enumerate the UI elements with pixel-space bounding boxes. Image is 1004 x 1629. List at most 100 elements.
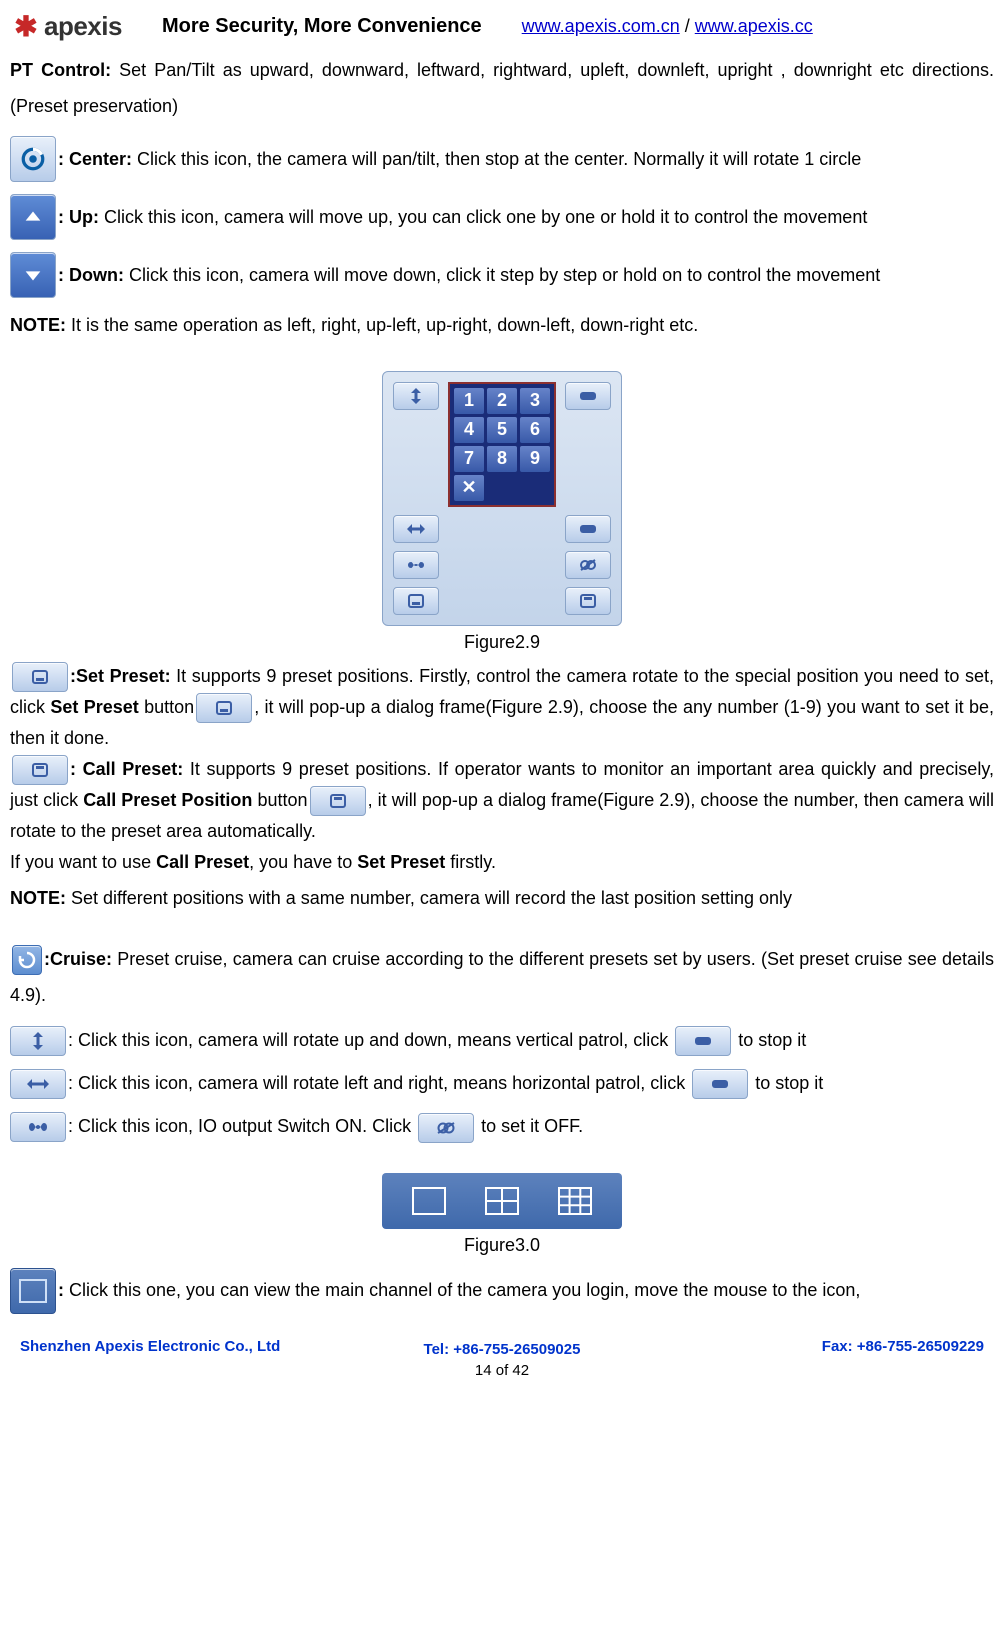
preset-8[interactable]: 8 bbox=[487, 446, 517, 472]
cn-e: firstly. bbox=[445, 852, 496, 872]
link-apexis-cn[interactable]: www.apexis.com.cn bbox=[522, 16, 680, 36]
note1-label: NOTE: bbox=[10, 315, 66, 335]
preset-1[interactable]: 1 bbox=[454, 388, 484, 414]
io-row: : Click this icon, IO output Switch ON. … bbox=[10, 1111, 994, 1142]
down-label: : Down: bbox=[58, 265, 124, 285]
link-separator: / bbox=[680, 16, 695, 36]
figure-2-9: 1 2 3 4 5 6 7 8 9 ✕ bbox=[10, 371, 994, 653]
panel-io-on-icon[interactable] bbox=[393, 551, 439, 579]
cruise-label: :Cruise: bbox=[44, 949, 112, 969]
panel-call-preset-icon[interactable] bbox=[565, 587, 611, 615]
up-desc: Click this icon, camera will move up, yo… bbox=[99, 207, 867, 227]
brand-logo: ✱ apexis bbox=[10, 10, 122, 42]
center-row: : Center: Click this icon, the camera wi… bbox=[10, 136, 994, 182]
pt-control-text: Set Pan/Tilt as upward, downward, leftwa… bbox=[10, 60, 994, 116]
h-t2: to stop it bbox=[750, 1073, 823, 1093]
footer-fax: Fax: +86-755-26509229 bbox=[822, 1338, 984, 1355]
tagline: More Security, More Convenience bbox=[162, 15, 482, 38]
panel-horizontal-icon[interactable] bbox=[393, 515, 439, 543]
preset-close[interactable]: ✕ bbox=[454, 475, 484, 501]
center-label: : Center: bbox=[58, 149, 132, 169]
footer-company: Shenzhen Apexis Electronic Co., Ltd bbox=[20, 1338, 280, 1355]
cn-d: Set Preset bbox=[357, 852, 445, 872]
view-quad[interactable] bbox=[484, 1186, 520, 1216]
header-links: www.apexis.com.cn / www.apexis.cc bbox=[522, 16, 813, 37]
preset-6[interactable]: 6 bbox=[520, 417, 550, 443]
up-label: : Up: bbox=[58, 207, 99, 227]
figure29-caption: Figure2.9 bbox=[464, 632, 540, 653]
preset-7[interactable]: 7 bbox=[454, 446, 484, 472]
cruise-icon[interactable] bbox=[12, 945, 42, 975]
vertical-patrol-icon[interactable] bbox=[10, 1026, 66, 1056]
v-t2: to stop it bbox=[733, 1030, 806, 1050]
vertical-text: : Click this icon, camera will rotate up… bbox=[68, 1025, 806, 1056]
preset-3[interactable]: 3 bbox=[520, 388, 550, 414]
stop-horizontal-icon[interactable] bbox=[692, 1069, 748, 1099]
panel-io-off-icon[interactable] bbox=[565, 551, 611, 579]
page-footer: Shenzhen Apexis Electronic Co., Ltd Tel:… bbox=[10, 1338, 994, 1378]
figure-3-0: Figure3.0 bbox=[10, 1173, 994, 1256]
logo-text: apexis bbox=[44, 11, 122, 42]
down-icon[interactable] bbox=[10, 252, 56, 298]
panel-stop-horiz-icon[interactable] bbox=[565, 515, 611, 543]
note2-text: Set different positions with a same numb… bbox=[66, 888, 792, 908]
preset-2[interactable]: 2 bbox=[487, 388, 517, 414]
single-view-row: : Click this one, you can view the main … bbox=[10, 1268, 994, 1314]
preset-9[interactable]: 9 bbox=[520, 446, 550, 472]
set-preset-icon[interactable] bbox=[12, 662, 68, 692]
center-icon[interactable] bbox=[10, 136, 56, 182]
cn-c: , you have to bbox=[249, 852, 357, 872]
view-single[interactable] bbox=[411, 1186, 447, 1216]
horizontal-text: : Click this icon, camera will rotate le… bbox=[68, 1068, 823, 1099]
up-icon[interactable] bbox=[10, 194, 56, 240]
io-t1: : Click this icon, IO output Switch ON. … bbox=[68, 1116, 416, 1136]
set-preset-inline-icon[interactable] bbox=[196, 693, 252, 723]
call-note: If you want to use Call Preset, you have… bbox=[10, 847, 994, 878]
stop-vertical-icon[interactable] bbox=[675, 1026, 731, 1056]
panel-set-preset-icon[interactable] bbox=[393, 587, 439, 615]
preset-panel: 1 2 3 4 5 6 7 8 9 ✕ bbox=[382, 371, 622, 626]
single-view-icon[interactable] bbox=[10, 1268, 56, 1314]
io-off-icon[interactable] bbox=[418, 1113, 474, 1143]
link-apexis-cc[interactable]: www.apexis.cc bbox=[695, 16, 813, 36]
footer-tel: Tel: +86-755-26509025 bbox=[424, 1341, 581, 1358]
note1: NOTE: It is the same operation as left, … bbox=[10, 310, 994, 341]
down-row: : Down: Click this icon, camera will mov… bbox=[10, 252, 994, 298]
center-text: : Center: Click this icon, the camera wi… bbox=[58, 144, 861, 175]
preset-5[interactable]: 5 bbox=[487, 417, 517, 443]
call-preset-paragraph: : Call Preset: It supports 9 preset posi… bbox=[10, 754, 994, 847]
io-t2: to set it OFF. bbox=[476, 1116, 583, 1136]
vertical-row: : Click this icon, camera will rotate up… bbox=[10, 1025, 994, 1056]
cruise-paragraph: :Cruise: Preset cruise, camera can cruis… bbox=[10, 941, 994, 1013]
call-preset-inline-icon[interactable] bbox=[310, 786, 366, 816]
pt-control-paragraph: PT Control: Set Pan/Tilt as upward, down… bbox=[10, 52, 994, 124]
single-view-text: : Click this one, you can view the main … bbox=[58, 1275, 860, 1306]
horizontal-row: : Click this icon, camera will rotate le… bbox=[10, 1068, 994, 1099]
call-preset-bold: Call Preset Position bbox=[83, 790, 252, 810]
view-mode-bar bbox=[382, 1173, 622, 1229]
h-t1: : Click this icon, camera will rotate le… bbox=[68, 1073, 690, 1093]
set-preset-label: :Set Preset: bbox=[70, 666, 171, 686]
view1-text: Click this one, you can view the main ch… bbox=[64, 1280, 860, 1300]
io-on-icon[interactable] bbox=[10, 1112, 66, 1142]
preset-4[interactable]: 4 bbox=[454, 417, 484, 443]
note2-label: NOTE: bbox=[10, 888, 66, 908]
horizontal-patrol-icon[interactable] bbox=[10, 1069, 66, 1099]
call-preset-icon[interactable] bbox=[12, 755, 68, 785]
preset-number-grid: 1 2 3 4 5 6 7 8 9 ✕ bbox=[448, 382, 556, 507]
set-preset-t2: button bbox=[139, 697, 194, 717]
up-row: : Up: Click this icon, camera will move … bbox=[10, 194, 994, 240]
cn-b: Call Preset bbox=[156, 852, 249, 872]
pt-control-label: PT Control: bbox=[10, 60, 111, 80]
call-preset-t2: button bbox=[252, 790, 307, 810]
view-nine[interactable] bbox=[557, 1186, 593, 1216]
set-preset-bold: Set Preset bbox=[50, 697, 138, 717]
footer-page: 14 of 42 bbox=[475, 1362, 529, 1379]
io-text: : Click this icon, IO output Switch ON. … bbox=[68, 1111, 583, 1142]
panel-stop-vert-icon[interactable] bbox=[565, 382, 611, 410]
figure30-caption: Figure3.0 bbox=[464, 1235, 540, 1256]
down-text: : Down: Click this icon, camera will mov… bbox=[58, 260, 880, 291]
center-desc: Click this icon, the camera will pan/til… bbox=[132, 149, 861, 169]
call-preset-label: : Call Preset: bbox=[70, 759, 183, 779]
panel-vertical-icon[interactable] bbox=[393, 382, 439, 410]
